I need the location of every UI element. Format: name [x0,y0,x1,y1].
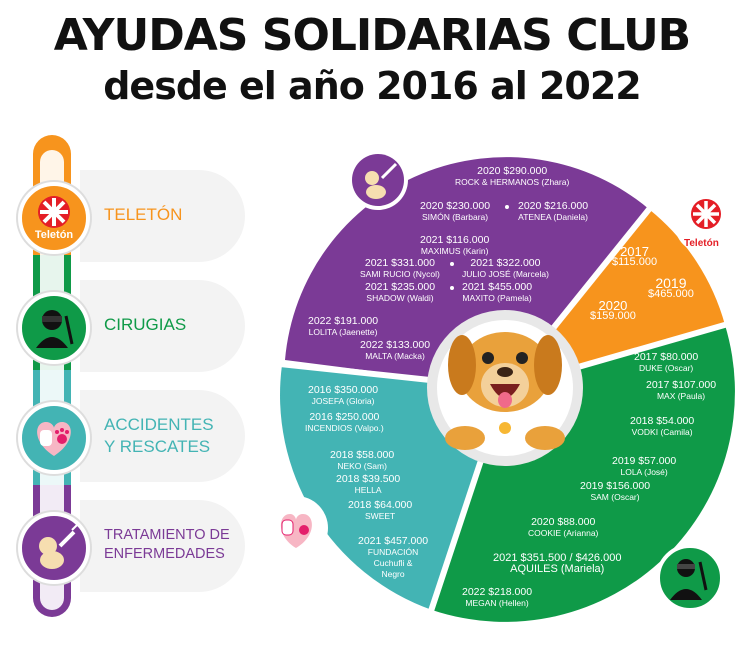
label-vodki: 2018 $54.000 VODKI (Camila) [630,415,695,438]
separator-dot [450,262,454,266]
label-sam: 2019 $156.000 SAM (Oscar) [580,480,651,503]
label-shadow: 2021 $235.000 SHADOW (Waldi) [365,281,436,304]
separator-dot [505,205,509,209]
dog-mascot-icon [445,332,565,450]
label-teleton-2019: 2019 $465.000 [648,275,694,300]
legend-pill-cirugias [80,280,245,372]
label-max: 2017 $107.000 MAX (Paula) [646,379,717,402]
category-label-teleton: TELETÓN [104,205,183,224]
label-simon: 2020 $230.000 SIMÓN (Barbara) [420,200,491,223]
label-rock-hermanos: 2020 $290.000 ROCK & HERMANOS (Zhara) [455,165,570,188]
label-malta: 2022 $133.000 MALTA (Macka) [360,339,431,362]
cirugias-badge [18,292,90,364]
label-josefa: 2016 $350.000 JOSEFA (Gloria) [308,384,379,407]
tratamiento-badge [18,512,90,584]
label-sweet: 2018 $64.000 SWEET [348,499,413,522]
teleton-badge: Teletón [18,182,90,254]
label-incendios: 2016 $250.000 INCENDIOS (Valpo.) [305,411,384,434]
label-neko: 2018 $58.000 NEKO (Sam) [330,449,395,472]
label-lola: 2019 $57.000 LOLA (José) [612,455,677,478]
label-cookie: 2020 $88.000 COOKIE (Arianna) [528,516,599,539]
label-megan: 2022 $218.000 MEGAN (Hellen) [462,586,533,609]
label-maxito: 2021 $455.000 MAXITO (Pamela) [462,281,533,304]
label-aquiles: 2021 $351.500 / $426.000 AQUILES (Mariela… [493,552,622,575]
category-label-cirugias: CIRUGIAS [104,315,187,334]
sector-tratamiento [285,157,650,388]
wheel-teleton-label: Teletón [684,238,719,249]
label-teleton-2017: 2017 $115.000 [612,244,658,268]
legend-pill-teleton [80,170,245,262]
wheel-dog-syringe-icon [365,162,398,199]
teleton-badge-label: Teletón [34,229,74,241]
teleton-logo-icon [38,196,70,228]
wheel-surgeon-icon [670,559,708,600]
label-sami-rucio: 2021 $331.000 SAMI RUCIO (Nycol) [360,257,440,280]
label-duke: 2017 $80.000 DUKE (Oscar) [634,351,699,374]
category-label-tratamiento: TRATAMIENTO DE ENFERMEDADES [104,527,230,562]
page-subtitle: desde el año 2016 al 2022 [103,64,642,108]
legend-pill-tratamiento [80,500,245,592]
wheel-heart-hand-paw-icon [280,514,312,548]
wheel-badge-cirugias [656,544,724,612]
heart-hand-paw-icon [37,422,71,456]
label-fundacion: 2021 $457.000 FUNDACIÓN Cuchufli & Negro [358,535,429,580]
label-teleton-2020: 2020 $159.000 [590,298,636,322]
label-julio-jose: 2021 $322.000 JULIO JOSÉ (Marcela) [462,257,549,280]
wheel-teleton-logo-icon [691,199,721,229]
legend-pill-accidentes [80,390,245,482]
page-title: AYUDAS SOLIDARIAS CLUB [53,10,691,61]
label-atenea: 2020 $216.000 ATENEA (Daniela) [518,200,589,223]
label-hella: 2018 $39.500 HELLA [336,473,401,496]
surgeon-icon [36,310,74,348]
category-label-accidentes: ACCIDENTES Y RESCATES [104,415,214,456]
label-lolita: 2022 $191.000 LOLITA (Jaenette) [308,315,379,338]
separator-dot [450,286,454,290]
accidentes-badge [18,402,90,474]
label-maximus: 2021 $116.000 MAXIMUS (Karin) [420,234,490,257]
dog-syringe-icon [39,523,79,569]
